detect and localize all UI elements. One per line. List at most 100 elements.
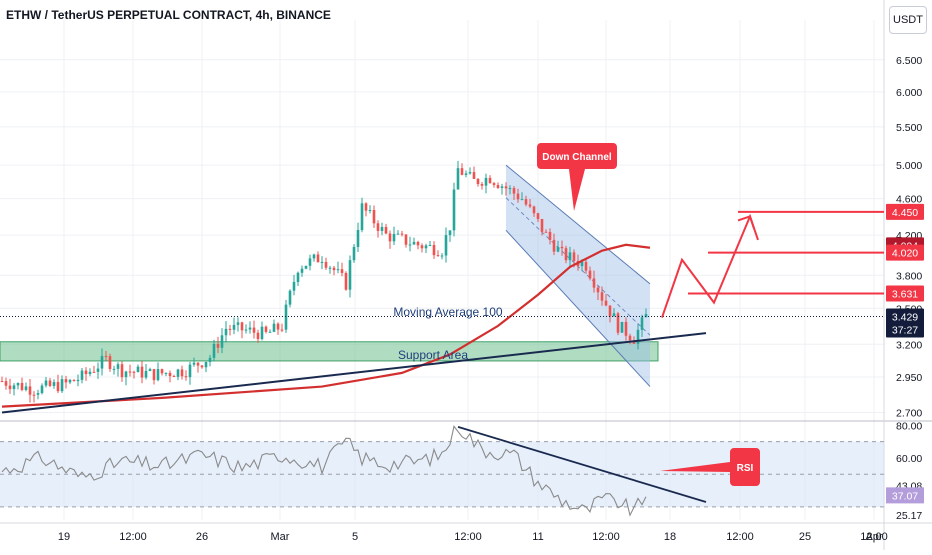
candle-body — [0, 381, 4, 383]
down-channel-label: Down Channel — [542, 152, 612, 163]
candle — [376, 220, 380, 238]
candle — [124, 370, 128, 386]
candle — [148, 367, 152, 372]
candle — [412, 237, 416, 245]
candle-body — [304, 265, 308, 269]
price-axis-tick: 4.600 — [896, 194, 922, 206]
candle-body — [428, 244, 432, 246]
candle — [536, 212, 540, 223]
candle-body — [636, 329, 640, 344]
candle — [188, 361, 192, 385]
candle — [484, 173, 488, 194]
candle — [84, 367, 88, 381]
candle-body — [528, 204, 532, 207]
candle — [612, 308, 616, 317]
time-axis-tick: 12:00 — [119, 531, 147, 543]
candle — [44, 376, 48, 388]
candle — [460, 163, 464, 176]
candle — [0, 376, 4, 383]
candle-body — [316, 254, 320, 263]
candle-body — [108, 356, 112, 369]
candle-body — [348, 260, 352, 290]
candle — [112, 365, 116, 375]
candle-body — [472, 172, 476, 179]
candle-body — [384, 226, 388, 234]
price-axis-tick: 5.500 — [896, 122, 922, 134]
candle — [644, 308, 648, 318]
support-area-label: Support Area — [398, 348, 468, 362]
candle-body — [552, 239, 556, 252]
candle-body — [476, 178, 480, 185]
candle-body — [88, 371, 92, 375]
candle-body — [388, 233, 392, 242]
price-axis-tick: 6.000 — [896, 87, 922, 99]
candle — [548, 228, 552, 245]
candle-body — [36, 393, 40, 395]
time-axis-tick: 19 — [58, 531, 70, 543]
price-badge-bg — [886, 285, 924, 302]
candle-body — [172, 376, 176, 378]
candle — [540, 218, 544, 236]
candle-body — [256, 332, 260, 340]
candle — [36, 389, 40, 400]
candle-body — [568, 252, 572, 261]
candle-body — [496, 184, 500, 189]
candle-body — [92, 371, 96, 373]
candle-body — [104, 355, 108, 357]
candle — [600, 286, 604, 306]
candle — [604, 293, 608, 307]
down-channel-upper — [505, 164, 651, 285]
candle-body — [140, 366, 144, 378]
candle — [588, 266, 592, 281]
candle-body — [148, 369, 152, 371]
candle — [448, 230, 452, 242]
candle — [68, 378, 72, 385]
candle — [132, 370, 136, 379]
candle — [8, 378, 12, 394]
currency-selector[interactable]: USDT — [889, 6, 927, 34]
candle-body — [512, 188, 516, 194]
candle — [404, 234, 408, 248]
candle-body — [536, 213, 540, 219]
price-axis-tick: 2.950 — [896, 372, 922, 384]
candle — [88, 368, 92, 377]
candle-body — [432, 244, 436, 256]
candle-body — [220, 335, 224, 348]
candle-body — [508, 188, 512, 190]
candle — [236, 317, 240, 332]
price-badge-label: 4.450 — [892, 207, 918, 219]
candle-body — [48, 380, 52, 386]
candle-body — [84, 370, 88, 375]
candle-body — [380, 226, 384, 231]
candle-body — [416, 241, 420, 246]
candle-body — [116, 364, 120, 369]
candle-body — [396, 233, 400, 235]
candle-body — [352, 246, 356, 261]
candle-body — [504, 186, 508, 189]
candle — [72, 379, 76, 382]
candle — [248, 321, 252, 334]
candle-body — [624, 321, 628, 336]
candle-body — [224, 328, 228, 336]
candle — [92, 365, 96, 373]
rsi-value-label: 37.07 — [892, 490, 918, 502]
candle — [136, 364, 140, 373]
candle-body — [76, 379, 80, 382]
candle-body — [196, 362, 200, 366]
candle-body — [20, 382, 24, 390]
candle-body — [12, 385, 16, 390]
time-axis-tick: 12:00 — [860, 531, 888, 543]
candle — [196, 362, 200, 373]
candle-body — [540, 218, 544, 232]
candle-body — [444, 235, 448, 256]
candle-body — [280, 329, 284, 331]
candle-body — [368, 209, 372, 211]
candle — [272, 319, 276, 333]
candle-body — [404, 234, 408, 245]
candle — [140, 361, 144, 384]
candle-body — [308, 258, 312, 266]
candle-body — [288, 290, 292, 305]
candle-body — [296, 272, 300, 283]
candle — [120, 361, 124, 382]
